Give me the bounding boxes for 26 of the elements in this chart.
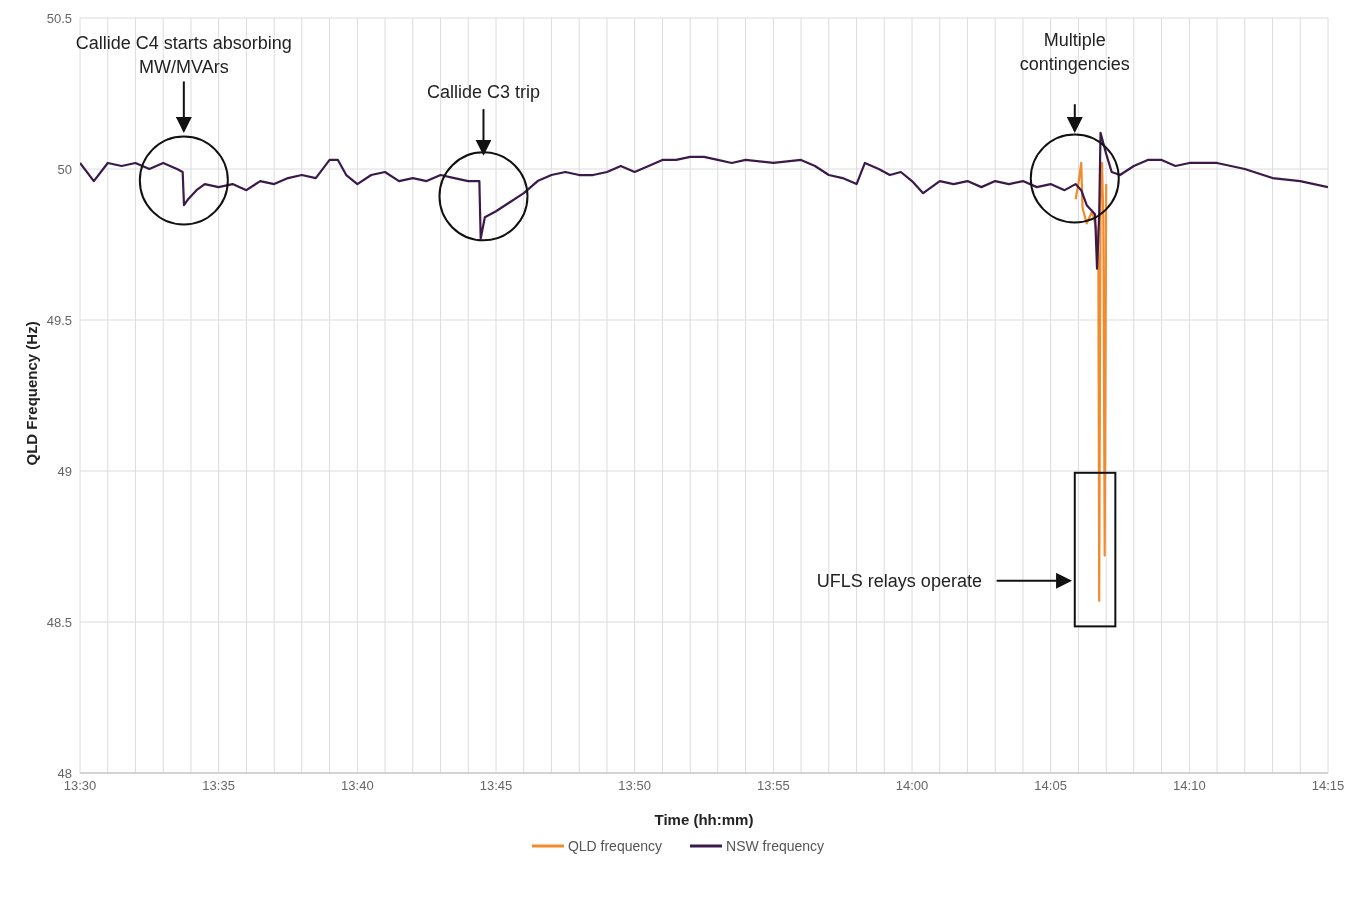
annotation: Callide C4 starts absorbing MW/MVArs [74,31,293,79]
x-tick-label: 13:40 [341,778,374,794]
y-tick-label: 50.5 [46,10,72,26]
annotation: Multiple contingencies [1018,28,1131,76]
annotation: UFLS relays operate [815,569,982,593]
y-axis-title: QLD Frequency (Hz) [23,321,41,466]
x-tick-label: 13:45 [479,778,513,794]
x-tick-label: 13:50 [618,778,651,794]
y-tick-label: 49.5 [46,312,72,328]
y-tick-label: 48.5 [46,614,72,630]
y-tick-label: 50 [57,161,72,177]
x-axis-title: Time (hh:mm) [654,811,754,828]
x-tick-label: 13:30 [63,778,97,794]
x-tick-label: 14:00 [895,778,929,794]
line-series [1074,161,1108,602]
y-tick-label: 48 [57,765,72,781]
x-tick-label: 13:35 [202,778,235,794]
x-tick-label: 14:10 [1173,778,1206,794]
x-tick-label: 13:55 [757,778,790,794]
line-series [80,131,1328,270]
legend-label: QLD frequency [567,838,663,854]
y-tick-label: 49 [57,463,72,479]
x-tick-label: 14:15 [1311,778,1345,794]
annotation: Callide C3 trip [425,81,541,105]
legend-label: NSW frequency [726,838,825,854]
x-tick-label: 14:05 [1034,778,1067,794]
